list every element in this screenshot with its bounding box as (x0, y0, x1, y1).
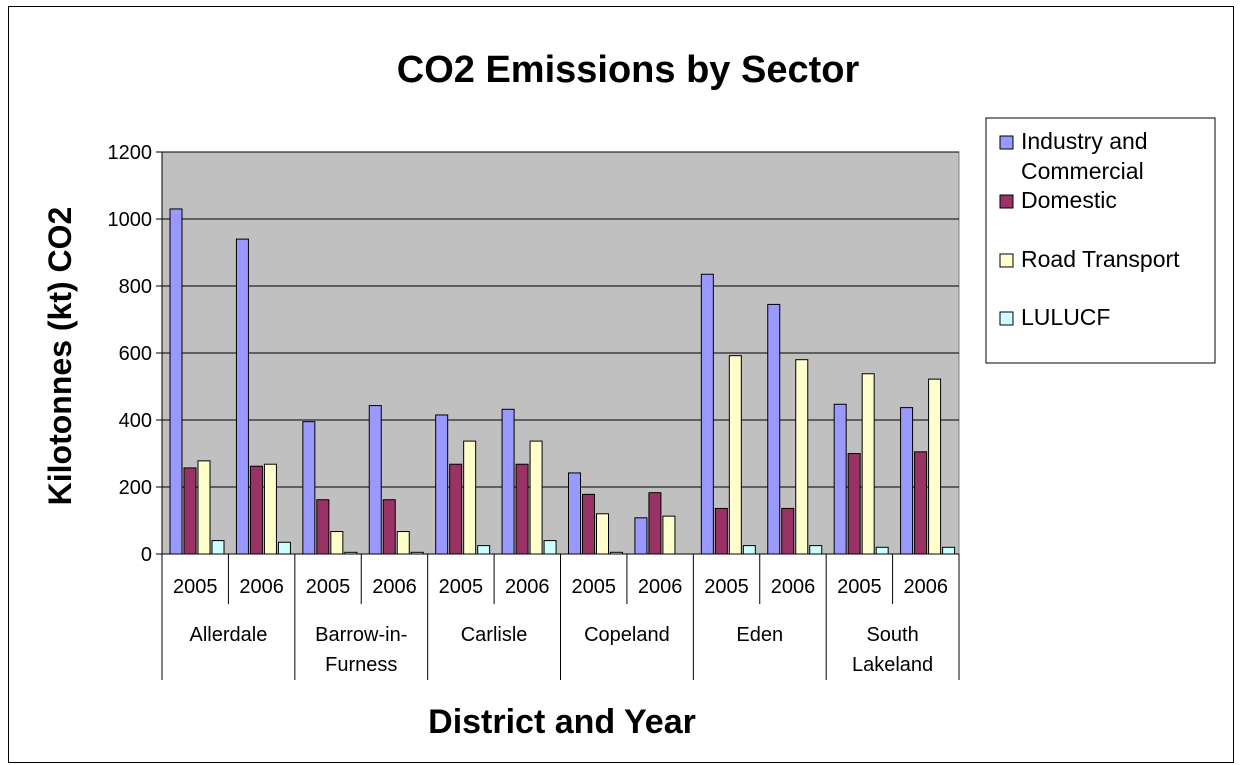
bar-domestic-5 (515, 463, 529, 555)
legend: Industry and Commercial Domestic Road Trans… (985, 117, 1216, 364)
year-label: 2006 (505, 576, 550, 598)
bar-domestic-9 (781, 507, 795, 555)
bar-industry-and-commercial-2 (302, 421, 316, 555)
y-tick-label: 600 (119, 343, 152, 365)
bar-industry-and-commercial-4 (435, 414, 449, 555)
bar-domestic-10 (847, 453, 861, 555)
bar-lulucf-4 (477, 545, 491, 555)
bar-road-transport-6 (596, 513, 609, 555)
bar-domestic-7 (648, 492, 662, 555)
bar-lulucf-5 (543, 540, 557, 555)
legend-label: Domestic (1021, 187, 1117, 213)
bar-industry-and-commercial-8 (700, 273, 714, 555)
legend-label: Road Transport (1021, 246, 1180, 272)
district-label: Furness (325, 654, 397, 676)
y-axis-label: Kilotonnes (kt) CO2 (42, 207, 78, 506)
bar-road-transport-0 (197, 460, 211, 555)
bar-lulucf-11 (942, 546, 956, 555)
chart-title: CO2 Emissions by Sector (397, 49, 860, 91)
bar-road-transport-7 (662, 515, 676, 555)
district-label: Lakeland (852, 654, 933, 676)
legend-box (985, 117, 1216, 364)
bar-domestic-0 (183, 467, 197, 555)
legend-swatch (999, 194, 1014, 209)
legend-label: LULUCF (1021, 304, 1110, 330)
year-label: 2005 (571, 576, 616, 598)
district-label: Eden (736, 624, 783, 646)
bar-industry-and-commercial-5 (501, 408, 515, 555)
year-label: 2006 (771, 576, 816, 598)
bar-industry-and-commercial-11 (900, 407, 914, 555)
y-tick-label: 400 (119, 410, 152, 432)
x-axis-label: District and Year (428, 703, 696, 741)
category-axis: 2005 2006 2005 2006 2005 2006 2005 2006 2005 2006… (161, 554, 960, 680)
year-label: 2006 (239, 576, 284, 598)
y-tick-label: 1200 (108, 142, 153, 164)
bar-road-transport-5 (529, 440, 543, 555)
bar-domestic-3 (382, 499, 396, 555)
bar-lulucf-0 (211, 540, 225, 555)
bar-lulucf-8 (742, 545, 756, 555)
y-tick-labels: 0 200 400 600 800 1000 1200 (108, 142, 162, 566)
bar-road-transport-4 (463, 440, 477, 555)
gridlines (162, 151, 959, 488)
bar-lulucf-9 (809, 545, 823, 555)
legend-label: Industry and (1021, 128, 1148, 154)
bar-road-transport-3 (396, 531, 410, 555)
bar-industry-and-commercial-6 (568, 472, 581, 555)
bar-industry-and-commercial-7 (634, 517, 648, 555)
y-tick-label: 200 (119, 477, 152, 499)
y-tick-label: 1000 (108, 209, 153, 231)
bar-road-transport-8 (728, 355, 742, 555)
bar-lulucf-1 (277, 541, 291, 555)
legend-swatch (999, 135, 1014, 150)
bar-domestic-1 (249, 465, 263, 555)
district-label: Barrow-in- (315, 624, 407, 646)
bar-domestic-8 (714, 507, 728, 555)
chart-frame: CO2 Emissions by Sector 0 200 400 600 800 100… (8, 6, 1234, 763)
bar-domestic-11 (914, 451, 928, 555)
bars (169, 208, 956, 555)
bar-industry-and-commercial-0 (169, 208, 183, 555)
bar-domestic-2 (316, 499, 330, 555)
legend-swatch (999, 311, 1014, 326)
year-label: 2005 (306, 576, 351, 598)
bar-road-transport-9 (795, 359, 809, 555)
district-label: Copeland (584, 624, 670, 646)
year-label: 2005 (173, 576, 218, 598)
y-tick-label: 800 (119, 276, 152, 298)
bar-road-transport-10 (861, 373, 875, 555)
bar-road-transport-2 (330, 531, 344, 555)
bar-industry-and-commercial-9 (767, 303, 781, 555)
year-label: 2005 (837, 576, 882, 598)
district-label: South (866, 624, 918, 646)
y-tick-label: 0 (141, 544, 152, 566)
year-label: 2006 (638, 576, 683, 598)
district-label: Carlisle (461, 624, 528, 646)
legend-label: Commercial (1021, 158, 1144, 184)
year-label: 2006 (372, 576, 417, 598)
bar-road-transport-1 (263, 463, 277, 555)
bar-industry-and-commercial-1 (235, 238, 249, 555)
bar-domestic-4 (449, 463, 463, 555)
year-label: 2005 (439, 576, 484, 598)
legend-swatch (999, 253, 1014, 268)
district-label: Allerdale (190, 624, 268, 646)
year-label: 2005 (704, 576, 749, 598)
bar-industry-and-commercial-3 (368, 405, 382, 555)
bar-domestic-6 (582, 493, 595, 555)
year-label: 2006 (904, 576, 949, 598)
bar-lulucf-10 (875, 546, 889, 555)
bar-road-transport-11 (928, 378, 942, 555)
chart-svg: CO2 Emissions by Sector 0 200 400 600 800 100… (42, 49, 1216, 741)
bar-industry-and-commercial-10 (833, 403, 847, 555)
